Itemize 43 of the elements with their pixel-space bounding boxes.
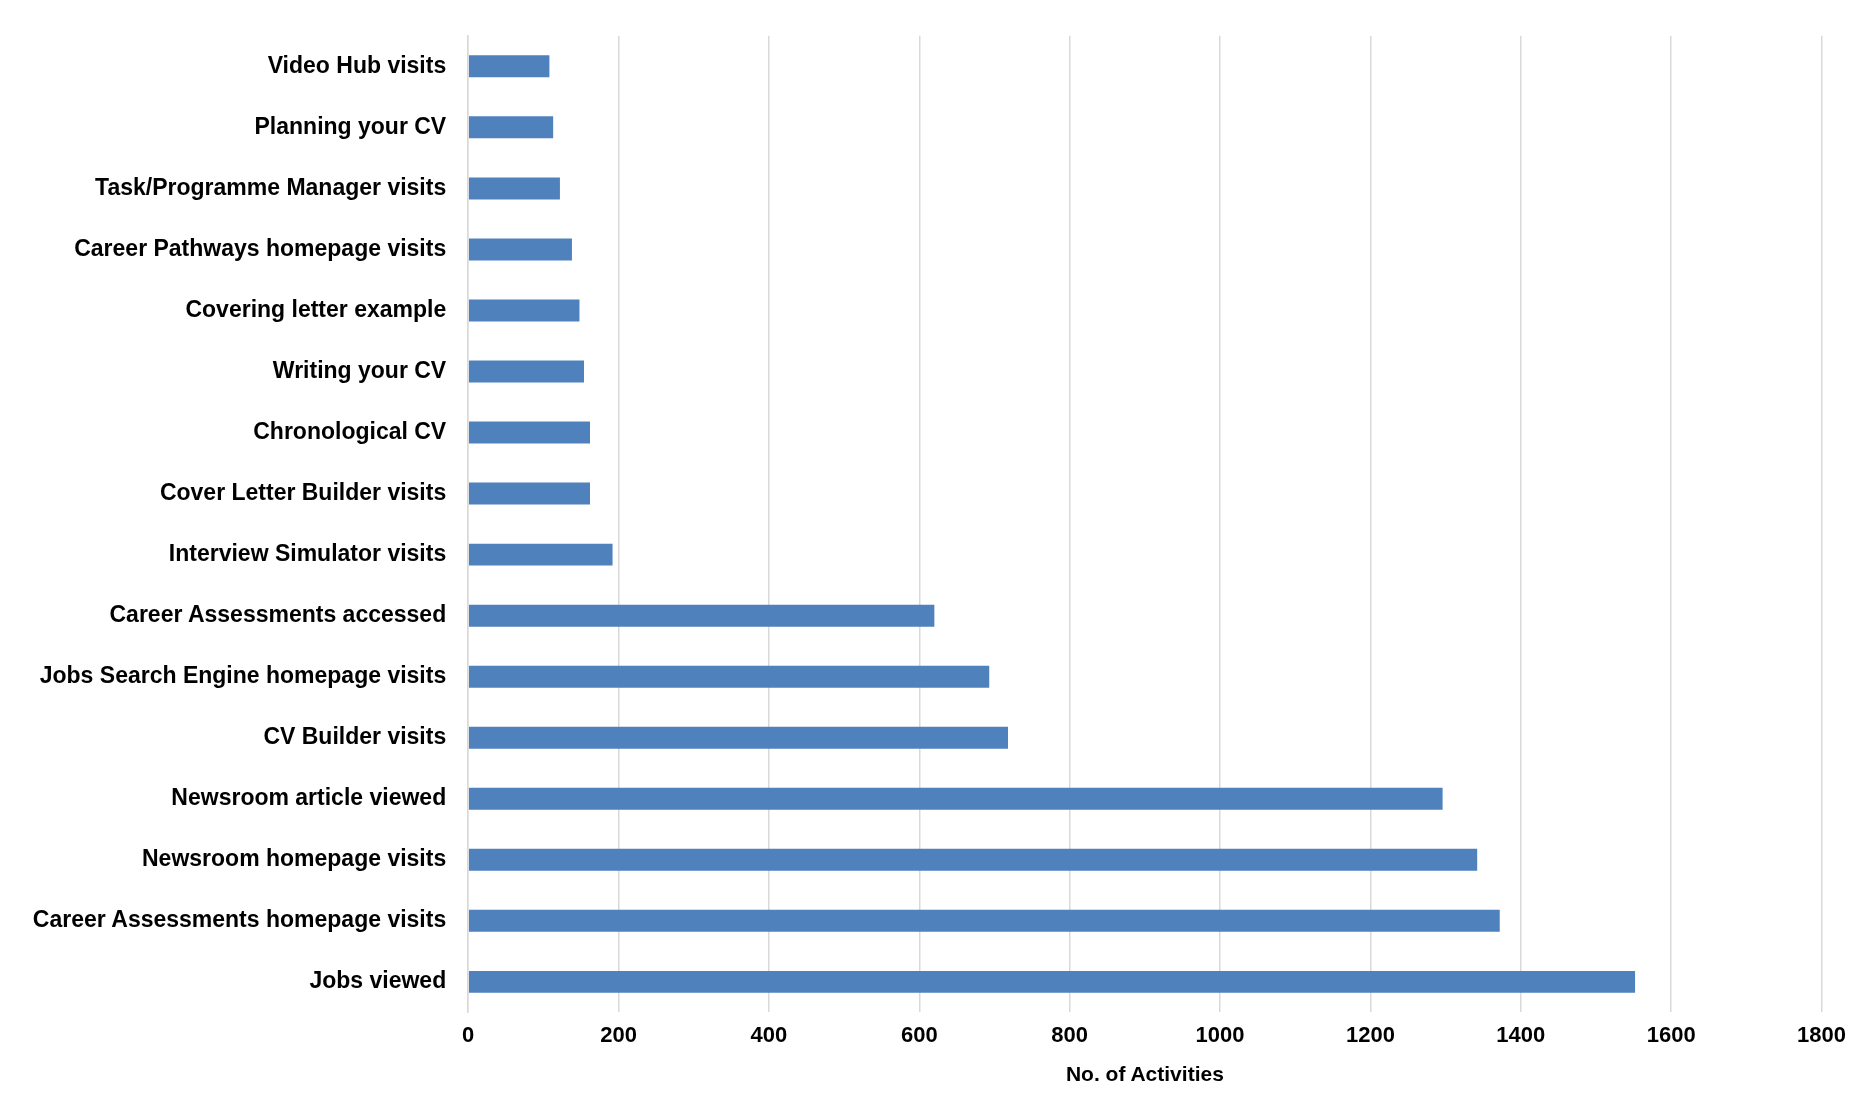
y-tick-label: Interview Simulator visits <box>168 539 447 566</box>
x-tick-label: 1200 <box>1345 1021 1395 1047</box>
bar <box>468 909 1500 932</box>
bar <box>468 177 560 200</box>
bar <box>468 238 572 261</box>
bar <box>468 55 550 78</box>
x-tick-label: 600 <box>900 1021 938 1047</box>
bar <box>468 726 1009 749</box>
y-tick-label: Task/Programme Manager visits <box>95 173 447 200</box>
y-tick-label: Covering letter example <box>185 295 447 322</box>
y-tick-label: Jobs viewed <box>309 967 447 994</box>
y-tick-label: Career Assessments accessed <box>109 601 447 627</box>
bar <box>468 665 990 688</box>
y-tick-label: Cover Letter Builder visits <box>159 478 447 505</box>
y-tick-label: Career Assessments homepage visits <box>32 906 447 933</box>
x-tick-label: 1000 <box>1195 1021 1245 1047</box>
x-tick-label: 200 <box>600 1021 637 1047</box>
x-tick-label: 800 <box>1051 1021 1089 1047</box>
bar <box>468 421 590 444</box>
y-tick-label: Jobs Search Engine homepage visits <box>39 662 447 689</box>
y-tick-label: Writing your CV <box>272 356 447 383</box>
y-tick-label: Newsroom article viewed <box>171 784 447 811</box>
bar <box>468 543 613 566</box>
bar <box>468 604 935 627</box>
x-tick-label: 0 <box>462 1021 475 1047</box>
y-tick-label: Video Hub visits <box>267 51 447 78</box>
bar <box>468 299 580 322</box>
y-tick-label: CV Builder visits <box>263 723 447 750</box>
bar <box>468 360 584 383</box>
x-tick-label: 400 <box>750 1021 788 1047</box>
y-tick-label: Career Pathways homepage visits <box>74 234 447 261</box>
x-axis-title: No. of Activities <box>1065 1062 1224 1086</box>
x-tick-label: 1800 <box>1797 1021 1847 1047</box>
bar <box>468 482 590 505</box>
bar <box>468 116 554 139</box>
bar <box>468 848 1478 871</box>
bar <box>468 787 1443 810</box>
y-tick-label: Planning your CV <box>254 112 447 139</box>
x-tick-label: 1600 <box>1646 1021 1696 1047</box>
x-tick-label: 1400 <box>1496 1021 1546 1047</box>
y-tick-label: Chronological CV <box>253 417 447 444</box>
bar <box>468 970 1636 993</box>
y-tick-label: Newsroom homepage visits <box>142 845 447 872</box>
